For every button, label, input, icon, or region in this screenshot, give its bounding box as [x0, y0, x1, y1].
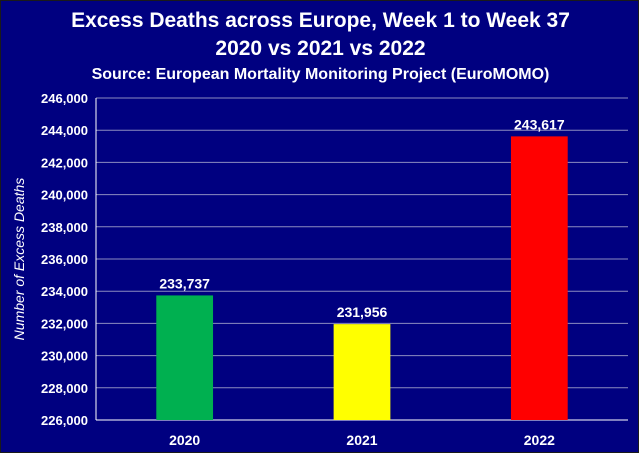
data-label: 233,737 [159, 275, 210, 291]
chart-title: Excess Deaths across Europe, Week 1 to W… [71, 9, 570, 32]
x-tick-label: 2020 [169, 432, 200, 448]
y-tick-label: 236,000 [41, 252, 88, 267]
data-label: 231,956 [337, 304, 388, 320]
chart-source: Source: European Mortality Monitoring Pr… [91, 66, 550, 83]
y-tick-label: 238,000 [41, 220, 88, 235]
bar-2021 [333, 324, 391, 420]
y-tick-label: 240,000 [41, 188, 88, 203]
bar-2022 [510, 136, 568, 420]
bar-2020 [156, 295, 214, 420]
y-tick-label: 234,000 [41, 284, 88, 299]
data-label: 243,617 [514, 116, 565, 132]
y-tick-label: 244,000 [41, 123, 88, 138]
y-tick-label: 230,000 [41, 349, 88, 364]
y-tick-label: 242,000 [41, 155, 88, 170]
x-tick-label: 2021 [346, 432, 377, 448]
y-tick-label: 226,000 [41, 413, 88, 428]
y-tick-label: 232,000 [41, 316, 88, 331]
y-tick-label: 228,000 [41, 381, 88, 396]
chart-title-line-2: 2020 vs 2021 vs 2022 [215, 37, 426, 60]
x-tick-label: 2022 [524, 432, 555, 448]
y-tick-label: 246,000 [41, 91, 88, 106]
